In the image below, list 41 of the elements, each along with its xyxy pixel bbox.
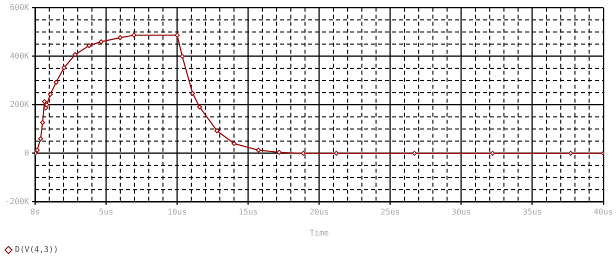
- y-tick-label: 0: [24, 148, 30, 158]
- point: [190, 90, 196, 96]
- y-tick-label: 200K: [10, 100, 30, 109]
- x-axis-title: Time: [310, 228, 330, 238]
- point: [86, 43, 92, 48]
- y-tick-label: 600K: [10, 2, 30, 12]
- point: [98, 39, 104, 44]
- x-tick-label: 10us: [168, 208, 187, 217]
- point: [38, 136, 44, 142]
- x-tick-label: 0s: [30, 208, 40, 217]
- x-tick-label: 30us: [452, 208, 472, 217]
- x-tick-label: 40us: [594, 208, 614, 217]
- point: [232, 141, 237, 146]
- x-tick-label: 5us: [98, 208, 114, 217]
- point: [131, 32, 136, 38]
- y-tick-label: -200K: [4, 196, 30, 206]
- x-tick-label: 20us: [310, 208, 330, 217]
- point: [42, 99, 47, 104]
- x-tick-label: 35us: [522, 208, 542, 217]
- point: [180, 54, 185, 59]
- point: [197, 104, 202, 110]
- point: [300, 150, 306, 156]
- point: [48, 92, 53, 97]
- point: [490, 150, 496, 156]
- point: [54, 80, 59, 85]
- point: [35, 148, 40, 153]
- point: [256, 148, 261, 153]
- x-tick-label: 25us: [380, 208, 400, 217]
- y-tick-label: 400K: [10, 51, 30, 60]
- point: [174, 32, 180, 38]
- legend-label: D(V(4,3)): [15, 245, 58, 254]
- point: [568, 150, 574, 156]
- point: [214, 128, 220, 134]
- point: [40, 120, 46, 126]
- point: [118, 35, 123, 40]
- point: [334, 150, 339, 156]
- point: [72, 52, 78, 58]
- x-tick-label: 15us: [238, 208, 258, 217]
- point: [62, 65, 67, 70]
- point: [276, 150, 282, 155]
- point: [412, 150, 417, 156]
